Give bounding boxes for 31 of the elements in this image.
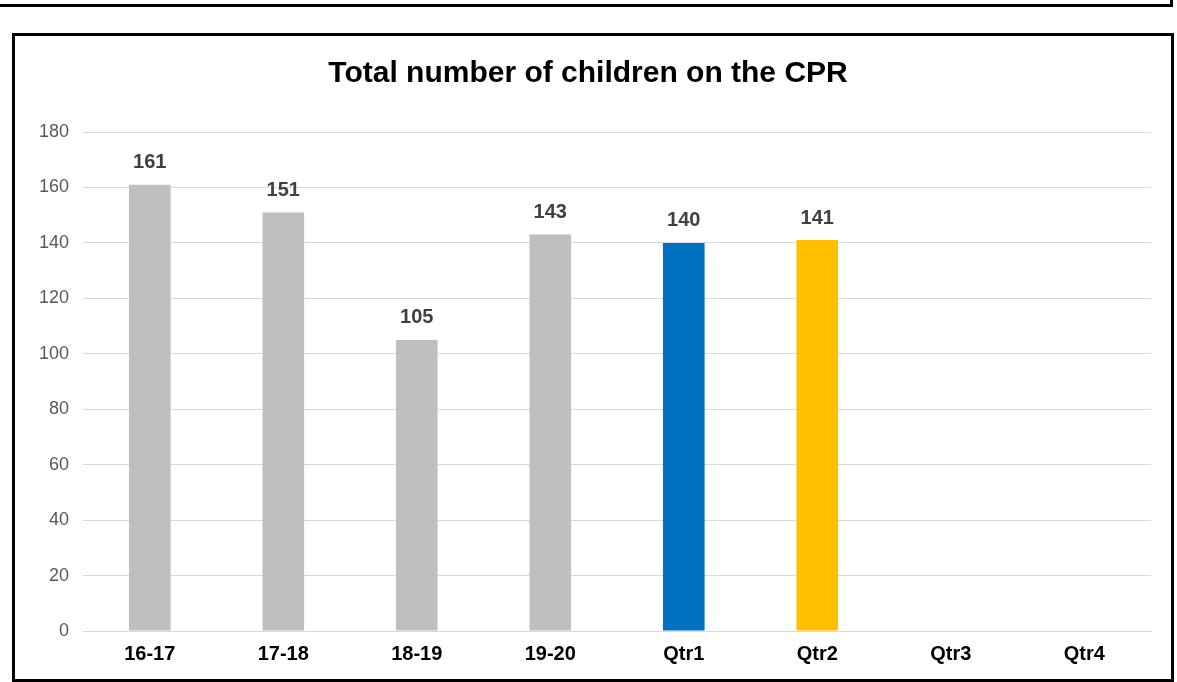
- bar: [796, 240, 839, 631]
- bar: [262, 212, 305, 631]
- y-tick-label: 120: [38, 287, 70, 308]
- y-tick-label: 140: [38, 231, 70, 252]
- data-label: 151: [266, 177, 300, 200]
- x-tick-label: 19-20: [524, 641, 576, 664]
- y-tick-label: 40: [49, 509, 70, 530]
- chart-title: Total number of children on the CPR: [328, 55, 849, 89]
- y-tick-label: 180: [38, 120, 70, 141]
- data-label: 141: [800, 205, 834, 228]
- bar: [529, 234, 572, 631]
- bar: [128, 184, 171, 631]
- data-label: 140: [667, 208, 701, 231]
- y-tick-label: 80: [49, 398, 70, 419]
- y-tick-label: 100: [38, 342, 70, 363]
- bar: [662, 242, 705, 631]
- y-tick-label: 20: [49, 564, 70, 585]
- y-tick-label: 60: [49, 453, 70, 474]
- x-tick-label: Qtr4: [1063, 641, 1106, 664]
- x-tick-label: 18-19: [391, 641, 443, 664]
- x-tick-label: 17-18: [257, 641, 309, 664]
- x-tick-label: 16-17: [124, 641, 176, 664]
- bar: [395, 339, 438, 631]
- x-tick-label: Qtr1: [663, 641, 705, 664]
- y-tick-label: 160: [38, 176, 70, 197]
- y-tick-label: 0: [59, 619, 70, 640]
- data-label: 161: [133, 150, 167, 173]
- data-label: 143: [533, 200, 567, 223]
- x-tick-label: Qtr3: [930, 641, 972, 664]
- x-tick-label: Qtr2: [796, 641, 838, 664]
- data-label: 105: [400, 305, 434, 328]
